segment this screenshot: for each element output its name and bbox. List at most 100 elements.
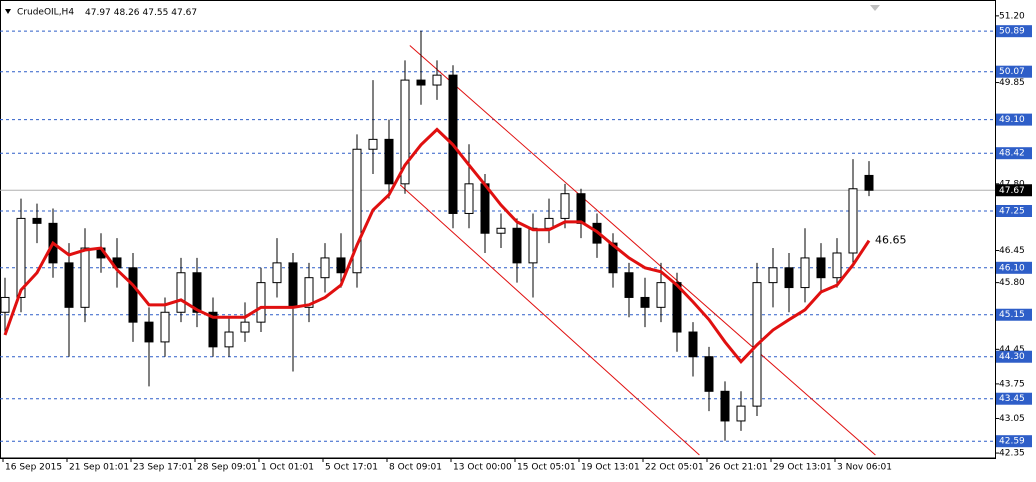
x-tick-label: 19 Oct 13:01 [581,463,640,473]
header-values: 47.97 48.26 47.55 47.67 [85,8,197,18]
candle-body [288,262,298,308]
candle-body [848,188,858,254]
y-tick-label: 49.85 [999,78,1025,88]
candle-body [784,267,794,289]
level-box [996,261,1032,274]
candle-body [80,247,90,308]
level-label: 47.25 [999,206,1025,216]
x-tick-label: 21 Sep 01:01 [69,463,129,473]
level-label: 42.59 [999,437,1025,447]
candle-body [336,257,346,274]
candle-body [624,272,634,298]
level-label: 50.89 [999,27,1025,37]
x-tick-label: 1 Oct 01:01 [261,463,314,473]
level-box [996,204,1032,217]
candle-body [384,138,394,185]
candle-body [16,217,26,298]
x-tick-label: 13 Oct 00:00 [453,463,512,473]
candle-body [576,193,586,224]
candle-body [480,183,490,234]
level-box [996,65,1032,78]
candle-body [320,257,330,279]
candle-body [688,331,698,358]
candle-body [128,267,138,323]
candle-body [240,321,250,333]
moving-average [3,127,871,364]
candle-body [32,217,42,224]
y-tick-label: 43.05 [999,414,1025,424]
candle-body [560,193,570,219]
level-label: 49.10 [999,115,1025,125]
x-tick-label: 3 Nov 06:01 [837,463,892,473]
candle-body [208,311,218,348]
current-price-box [996,184,1032,197]
candle-body [256,282,266,323]
y-tick-label: 46.45 [999,246,1025,256]
level-label: 46.10 [999,263,1025,273]
y-tick-label: 42.35 [999,449,1025,459]
candle-body [272,262,282,284]
candle-body [144,321,154,343]
candle-body [0,296,10,313]
candle-body [304,277,314,308]
y-tick-label: 44.45 [999,345,1025,355]
level-label: 44.30 [999,352,1025,362]
level-label: 45.15 [999,310,1025,320]
x-tick-label: 16 Sep 2015 [5,463,62,473]
header-value: 47.67 [171,8,197,18]
candle-body [224,331,234,348]
x-tick-label: 22 Oct 05:01 [645,463,704,473]
candle-body [64,262,74,308]
x-tick-label: 26 Oct 21:01 [709,463,768,473]
candle-body [400,79,410,185]
level-label: 43.45 [999,394,1025,404]
x-tick-label: 28 Sep 09:01 [197,463,257,473]
candle-body [528,227,538,264]
candle-body [416,79,426,86]
header-value: 48.26 [114,8,140,18]
channel-line [399,184,700,456]
candle-body [672,282,682,333]
candle-body [608,242,618,274]
header-value: 47.97 [85,8,111,18]
candle-body [640,296,650,308]
level-box [996,350,1032,363]
level-box [996,308,1032,321]
candle-body [512,227,522,264]
channel-line [409,45,876,456]
level-box [996,435,1032,448]
candle-body [832,252,842,279]
candle-body [464,183,474,214]
level-box [996,147,1032,160]
candle-body [816,257,826,279]
candle-body [192,272,202,313]
shift-marker [870,5,880,11]
candle-body [352,148,362,274]
x-tick-label: 15 Oct 05:01 [517,463,576,473]
candle-body [704,356,714,392]
level-box [996,25,1032,38]
candle-body [432,74,442,86]
candle-body [800,257,810,289]
menu-arrow[interactable] [5,9,11,14]
current-price-label: 47.67 [999,186,1025,196]
y-tick-label: 51.20 [999,11,1025,21]
x-tick-label: 29 Oct 13:01 [773,463,832,473]
y-tick-label: 45.80 [999,278,1025,288]
level-label: 48.42 [999,149,1025,159]
candle-body [160,311,170,343]
x-tick-label: 8 Oct 09:01 [389,463,442,473]
x-tick-label: 23 Sep 17:01 [133,463,193,473]
candle-body [736,405,746,422]
candle-body [864,174,874,191]
level-box [996,392,1032,405]
y-tick-label: 43.75 [999,379,1025,389]
header-value: 47.55 [143,8,169,18]
symbol-title: CrudeOIL,H4 [17,8,74,18]
candle-body [720,390,730,422]
candle-body [768,267,778,284]
candle-body [656,282,666,308]
candle-body [176,272,186,313]
